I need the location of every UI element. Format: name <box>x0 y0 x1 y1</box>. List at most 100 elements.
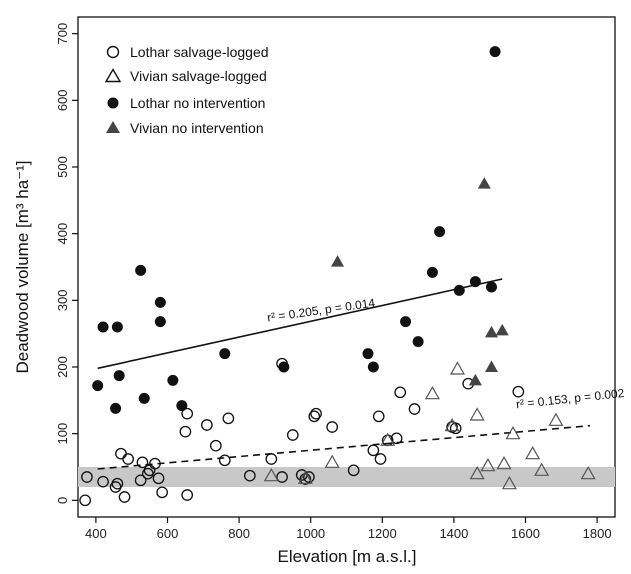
point-lothar-no-intervention <box>154 316 166 328</box>
point-lothar-no-intervention <box>469 276 481 288</box>
point-vivian-salvage-logged <box>496 455 512 470</box>
x-tick-label: 1400 <box>439 526 468 541</box>
point-lothar-salvage-logged <box>326 421 339 433</box>
point-vivian-salvage-logged <box>525 445 541 460</box>
point-lothar-salvage-logged <box>367 444 380 457</box>
point-lothar-no-intervention <box>113 370 125 382</box>
point-lothar-no-intervention <box>219 348 231 360</box>
fit-line-solid <box>97 278 503 370</box>
point-vivian-salvage-logged <box>480 457 496 472</box>
point-lothar-no-intervention <box>154 296 166 308</box>
point-lothar-salvage-logged <box>181 407 194 420</box>
point-lothar-salvage-logged <box>408 403 421 415</box>
point-vivian-no-intervention <box>468 373 482 386</box>
point-lothar-salvage-logged <box>118 491 131 503</box>
point-vivian-salvage-logged <box>444 417 460 432</box>
point-lothar-salvage-logged <box>449 422 462 435</box>
point-lothar-no-intervention <box>97 321 109 333</box>
x-axis-title: Elevation [m a.s.l.] <box>278 547 417 566</box>
point-lothar-salvage-logged <box>136 456 149 469</box>
point-lothar-salvage-logged <box>122 453 134 465</box>
legend-item-vivian-no-intervention: Vivian no intervention <box>106 120 264 136</box>
point-vivian-salvage-logged <box>380 432 396 446</box>
point-lothar-salvage-logged <box>156 486 168 499</box>
fit-line-dashed <box>97 424 591 470</box>
point-lothar-no-intervention <box>412 336 424 348</box>
data-points <box>79 46 596 507</box>
y-axis-title: Deadwood volume [m³ ha⁻¹] <box>13 160 32 373</box>
point-lothar-no-intervention <box>111 321 123 333</box>
reference-band <box>78 467 615 487</box>
point-lothar-salvage-logged <box>374 453 387 465</box>
point-lothar-no-intervention <box>138 392 150 404</box>
legend-label: Vivian no intervention <box>130 120 264 136</box>
legend-item-vivian-salvage-logged: Vivian salvage-logged <box>104 68 267 84</box>
point-vivian-no-intervention <box>477 177 491 189</box>
y-tick-label: 500 <box>55 156 70 178</box>
point-lothar-no-intervention <box>485 281 497 293</box>
point-lothar-no-intervention <box>135 264 147 276</box>
y-axis: 0 100 200 300 400 500 600 700 <box>55 23 78 504</box>
point-lothar-salvage-logged <box>303 471 315 483</box>
point-lothar-salvage-logged <box>222 412 235 425</box>
point-lothar-salvage-logged <box>372 410 385 423</box>
point-lothar-salvage-logged <box>265 453 278 465</box>
x-tick-label: 400 <box>85 526 107 541</box>
legend: Lothar salvage-logged Vivian salvage-log… <box>104 44 269 136</box>
point-lothar-no-intervention <box>426 266 438 278</box>
point-lothar-no-intervention <box>453 284 465 296</box>
legend-label: Vivian salvage-logged <box>130 68 267 84</box>
point-lothar-salvage-logged <box>111 477 124 490</box>
legend-label: Lothar no intervention <box>130 95 265 111</box>
point-vivian-salvage-logged <box>449 361 466 375</box>
x-tick-label: 600 <box>157 526 179 541</box>
point-lothar-salvage-logged <box>81 471 93 483</box>
legend-item-lothar-no-intervention: Lothar no intervention <box>107 95 265 111</box>
point-vivian-salvage-logged <box>469 465 485 480</box>
point-vivian-salvage-logged <box>501 475 517 490</box>
point-lothar-salvage-logged <box>97 475 109 488</box>
point-lothar-salvage-logged <box>310 407 322 420</box>
point-vivian-no-intervention <box>331 255 345 267</box>
legend-marker-circle-open-icon <box>106 45 120 59</box>
point-lothar-no-intervention <box>176 400 188 412</box>
point-lothar-salvage-logged <box>179 425 192 438</box>
point-lothar-salvage-logged <box>181 489 194 501</box>
y-tick-label: 700 <box>55 23 70 45</box>
point-vivian-salvage-logged <box>297 470 313 484</box>
point-lothar-no-intervention <box>489 46 501 58</box>
y-tick-label: 400 <box>55 223 70 245</box>
point-lothar-salvage-logged <box>512 385 525 398</box>
point-vivian-no-intervention <box>484 325 498 338</box>
y-tick-label: 100 <box>55 423 70 445</box>
point-lothar-no-intervention <box>434 226 446 238</box>
point-vivian-no-intervention <box>484 360 498 372</box>
point-vivian-salvage-logged <box>424 385 440 400</box>
y-tick-label: 300 <box>55 289 70 311</box>
point-lothar-salvage-logged <box>201 419 213 431</box>
y-tick-label: 0 <box>55 497 70 504</box>
point-lothar-no-intervention <box>367 361 379 373</box>
point-lothar-salvage-logged <box>149 457 161 470</box>
point-lothar-salvage-logged <box>308 410 321 423</box>
x-tick-label: 1800 <box>583 526 612 541</box>
point-vivian-salvage-logged <box>548 412 564 426</box>
point-lothar-salvage-logged <box>209 439 222 452</box>
x-tick-label: 1600 <box>511 526 540 541</box>
point-lothar-no-intervention <box>167 374 179 386</box>
point-lothar-salvage-logged <box>134 474 147 487</box>
point-lothar-salvage-logged <box>347 464 360 477</box>
point-lothar-no-intervention <box>110 402 122 414</box>
legend-marker-circle-filled-icon <box>107 97 119 109</box>
point-lothar-no-intervention <box>362 348 374 360</box>
point-vivian-salvage-logged <box>469 407 485 421</box>
point-lothar-salvage-logged <box>286 429 299 441</box>
point-lothar-no-intervention <box>278 361 290 373</box>
point-vivian-salvage-logged <box>534 462 550 476</box>
x-axis: 400 600 800 1000 1200 1400 1600 1800 <box>85 517 612 541</box>
point-lothar-salvage-logged <box>218 454 231 467</box>
y-tick-label: 200 <box>55 356 70 378</box>
legend-marker-triangle-filled-icon <box>106 121 120 133</box>
point-vivian-salvage-logged <box>263 467 279 482</box>
